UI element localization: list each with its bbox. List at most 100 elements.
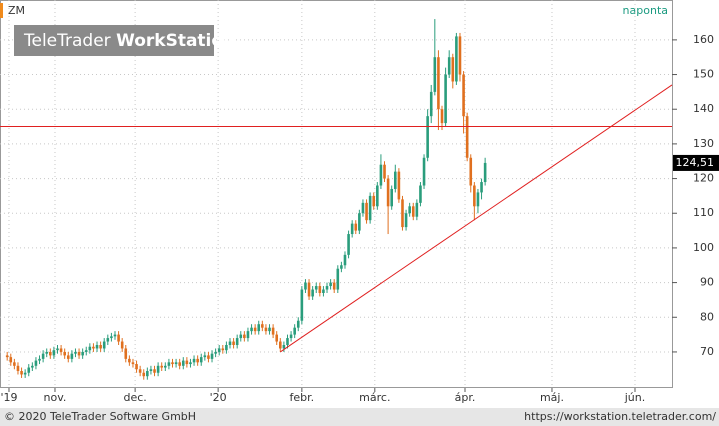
candle-body — [135, 364, 138, 370]
candle-body — [95, 345, 99, 349]
candle-body — [99, 345, 102, 349]
candle-body — [9, 357, 13, 363]
candle-body — [336, 268, 340, 290]
candle-body — [196, 358, 199, 363]
candle-body — [343, 254, 347, 266]
x-tick-label: jún. — [624, 391, 646, 404]
candle-body — [451, 57, 455, 82]
candle-body — [447, 57, 451, 75]
candle-body — [106, 338, 110, 342]
candle-body — [217, 348, 221, 352]
candle-body — [383, 164, 386, 179]
last-price-label: 124,51 — [676, 156, 715, 169]
candle-body — [102, 341, 106, 349]
candle-body — [296, 320, 300, 328]
x-tick-label: máj. — [540, 391, 564, 404]
candle-body — [239, 334, 243, 339]
y-tick-label: 140 — [693, 102, 714, 115]
y-tick-label: 70 — [700, 345, 714, 358]
y-tick-label: 130 — [693, 137, 714, 150]
candle-body — [221, 348, 225, 351]
interval: naponta — [623, 4, 668, 17]
y-tick-label: 80 — [700, 310, 714, 323]
candle-body — [210, 353, 214, 359]
candle-body — [199, 357, 203, 363]
candle-body — [113, 334, 117, 337]
candle-body — [131, 362, 135, 365]
candle-body — [429, 91, 433, 117]
candle-body — [81, 351, 84, 356]
candle-body — [422, 157, 426, 186]
candle-body — [92, 346, 95, 349]
candle-body — [311, 289, 314, 297]
footer-bar — [0, 408, 719, 426]
candle-body — [261, 324, 264, 328]
x-tick-label: '20 — [210, 391, 227, 404]
candle-body — [235, 338, 239, 346]
candle-body — [480, 182, 483, 193]
candle-body — [473, 185, 476, 207]
candle-body — [411, 206, 415, 217]
candle-body — [300, 289, 304, 321]
candle-body — [117, 334, 120, 342]
candle-body — [361, 202, 365, 214]
candle-body — [20, 371, 23, 375]
candle-body — [304, 282, 307, 290]
candle-body — [178, 362, 181, 366]
candle-body — [401, 199, 404, 228]
candle-body — [149, 369, 153, 372]
symbol: ZM — [8, 4, 25, 17]
candle-body — [347, 234, 350, 255]
logo-product: WorkStation — [116, 31, 235, 51]
candle-body — [433, 57, 437, 92]
candle-body — [66, 355, 70, 359]
candle-body — [120, 341, 124, 349]
copyright: © 2020 TeleTrader Software GmbH — [4, 410, 196, 423]
candle-body — [214, 351, 217, 354]
candle-body — [16, 365, 20, 372]
candle-body — [160, 365, 164, 368]
candle-body — [156, 365, 160, 373]
candle-body — [246, 331, 250, 339]
candle-body — [164, 365, 167, 368]
candle-body — [84, 350, 88, 352]
candle-body — [38, 358, 41, 361]
candle-body — [286, 338, 289, 346]
candle-body — [27, 367, 31, 373]
candle-body — [332, 282, 336, 290]
x-tick-label: nov. — [44, 391, 67, 404]
candle-body — [181, 360, 185, 366]
candle-body — [34, 360, 38, 366]
grid — [0, 0, 672, 388]
candle-body — [275, 334, 279, 342]
trend-line — [280, 84, 673, 353]
candle-body — [458, 36, 462, 75]
candle-body — [354, 223, 358, 231]
candle-body — [271, 327, 275, 335]
candle-body — [189, 362, 192, 365]
candle-body — [340, 265, 343, 269]
candle-body — [455, 36, 458, 82]
candle-body — [225, 345, 228, 351]
candle-body — [243, 334, 246, 339]
candle-body — [393, 171, 397, 189]
candle-body — [264, 327, 268, 332]
candle-body — [404, 213, 408, 228]
candle-body — [426, 116, 429, 158]
candle-body — [124, 348, 128, 359]
candle-body — [88, 346, 92, 351]
candle-body — [232, 341, 235, 346]
candle-body — [408, 206, 411, 214]
candle-body — [289, 334, 293, 339]
candle-body — [52, 350, 56, 356]
candle-body — [444, 74, 447, 124]
candle-body — [278, 341, 282, 349]
y-tick-label: 110 — [693, 206, 714, 219]
candle-body — [167, 362, 171, 366]
candle-body — [372, 195, 376, 207]
candle-body — [70, 353, 74, 359]
candle-body — [390, 188, 394, 207]
candle-body — [282, 345, 286, 349]
url: https://workstation.teletrader.com/ — [524, 410, 716, 423]
